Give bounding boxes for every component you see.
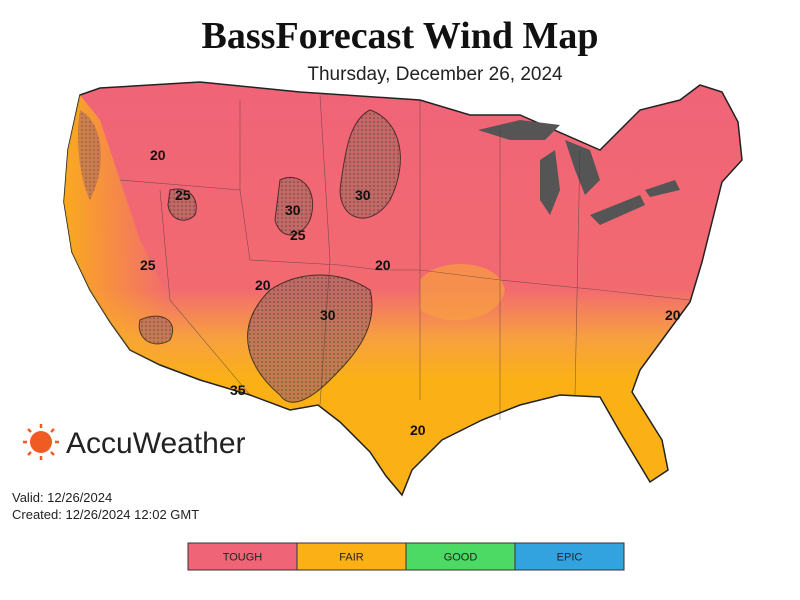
sun-rays xyxy=(23,424,59,460)
contour-label: 20 xyxy=(665,307,681,323)
logo: AccuWeather xyxy=(23,424,246,460)
contour-label: 20 xyxy=(150,147,166,163)
great-lakes xyxy=(478,120,680,225)
contour-label: 30 xyxy=(355,187,371,203)
contour-label: 25 xyxy=(290,227,306,243)
logo-text: AccuWeather xyxy=(66,427,246,460)
created-date: Created: 12/26/2024 12:02 GMT xyxy=(12,507,199,522)
contour-labels: 25 20 30 30 25 25 20 30 20 35 20 20 xyxy=(140,147,681,438)
legend-swatch xyxy=(405,542,516,571)
high-wind-area xyxy=(247,274,373,403)
contour-label: 25 xyxy=(140,257,156,273)
high-wind-area xyxy=(274,176,314,236)
legend-swatch xyxy=(514,542,625,571)
sun-icon xyxy=(30,431,52,453)
subtitle: Thursday, December 26, 2024 xyxy=(307,64,563,85)
legend-swatch xyxy=(187,542,298,571)
valid-date: Valid: 12/26/2024 xyxy=(12,490,112,505)
legend-label: GOOD xyxy=(444,552,478,564)
contour-label: 20 xyxy=(255,277,271,293)
us-map: 25 20 30 30 25 25 20 30 20 35 20 20 xyxy=(63,81,743,497)
legend-label: TOUGH xyxy=(223,552,263,564)
contour-label: 35 xyxy=(230,382,246,398)
high-wind-area xyxy=(167,188,197,221)
title: BassForecast Wind Map xyxy=(202,15,599,57)
state-borders xyxy=(119,94,691,420)
us-outline xyxy=(63,81,743,497)
legend-label: EPIC xyxy=(557,552,583,564)
legend-label: FAIR xyxy=(339,552,364,564)
high-wind-area xyxy=(339,109,401,219)
legend-swatch xyxy=(296,542,407,571)
legend: TOUGH FAIR GOOD EPIC xyxy=(187,542,625,571)
contour-label: 30 xyxy=(320,307,336,323)
high-wind-area xyxy=(138,315,174,345)
contour-label: 30 xyxy=(285,202,301,218)
contour-label: 25 xyxy=(175,187,191,203)
contour-label: 20 xyxy=(410,422,426,438)
contour-label: 20 xyxy=(375,257,391,273)
high-wind-area xyxy=(78,110,101,200)
